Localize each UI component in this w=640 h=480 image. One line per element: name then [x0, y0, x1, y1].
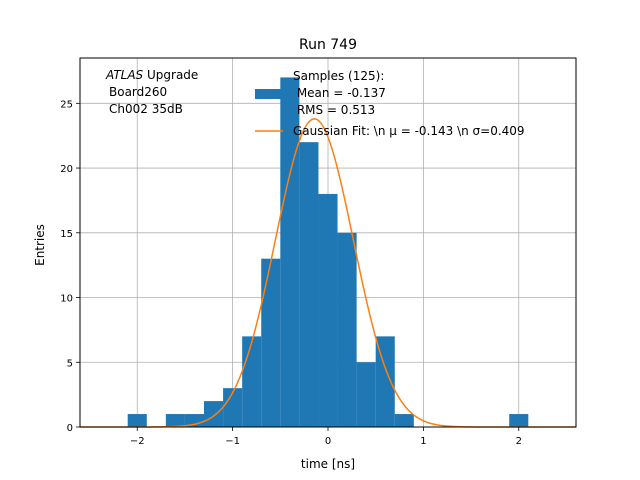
x-tick-label: −2	[130, 436, 145, 447]
legend-fit-label: Gaussian Fit: \n μ = -0.143 \n σ=0.409	[293, 124, 525, 138]
annotation-atlas: ATLAS	[105, 68, 144, 82]
y-tick-label: 10	[60, 294, 73, 305]
y-tick-label: 25	[60, 99, 73, 110]
histogram-bar	[375, 336, 395, 427]
y-tick-label: 20	[60, 164, 73, 175]
legend-histogram-line-3: RMS = 0.513	[293, 103, 375, 117]
histogram-bar	[242, 336, 262, 427]
annotation-line-3: Ch002 35dB	[109, 102, 183, 116]
histogram-bar	[356, 362, 376, 427]
annotation-line-2: Board260	[109, 85, 167, 99]
histogram-bar	[223, 388, 243, 427]
x-axis-label: time [ns]	[301, 457, 355, 471]
histogram-bar	[127, 414, 147, 427]
legend-histogram-line-2: Mean = -0.137	[293, 86, 386, 100]
histogram-bar	[337, 232, 357, 427]
annotation-upgrade: Upgrade	[143, 68, 198, 82]
y-axis-label: Entries	[33, 224, 47, 266]
histogram-bar	[318, 193, 338, 427]
y-tick-label: 15	[60, 229, 73, 240]
x-tick-label: 1	[420, 436, 426, 447]
histogram-bar	[204, 401, 224, 427]
x-tick-label: −1	[225, 436, 240, 447]
legend-swatch-histogram	[255, 89, 283, 99]
legend: Samples (125): Mean = -0.137 RMS = 0.513…	[255, 69, 525, 138]
histogram-bar	[280, 77, 300, 427]
legend-histogram-line-1: Samples (125):	[293, 69, 384, 83]
chart-title: Run 749	[299, 37, 357, 53]
histogram-bar	[394, 414, 414, 427]
x-tick-label: 2	[516, 436, 522, 447]
histogram-bar	[165, 414, 185, 427]
x-tick-label: 0	[325, 436, 331, 447]
y-tick-label: 5	[67, 358, 73, 369]
atlas-annotation: ATLAS Upgrade Board260 Ch002 35dB	[105, 68, 198, 116]
histogram-bar	[509, 414, 529, 427]
annotation-line-1: ATLAS Upgrade	[105, 68, 198, 82]
histogram-bar	[299, 142, 319, 427]
histogram-bar	[261, 258, 281, 427]
y-tick-label: 0	[67, 423, 73, 434]
